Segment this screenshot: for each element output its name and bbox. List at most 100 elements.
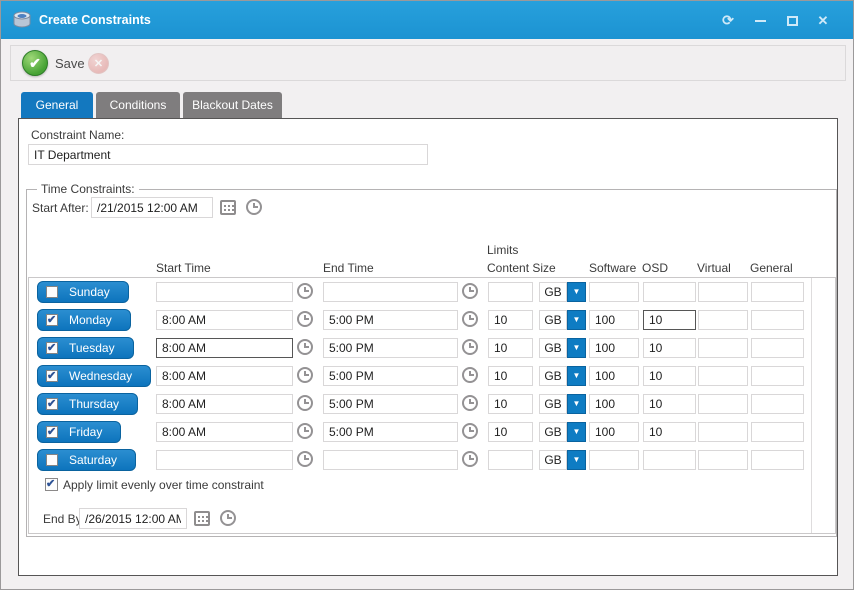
calendar-icon[interactable] [220,200,236,215]
day-checkbox[interactable] [46,425,58,438]
content-size-input[interactable] [488,394,533,414]
clock-icon[interactable] [220,510,236,526]
software-input[interactable] [589,450,639,470]
clock-icon[interactable] [462,283,478,299]
save-button[interactable]: ✔ Save [22,50,85,76]
osd-input[interactable] [643,450,696,470]
virtual-input[interactable] [698,450,748,470]
software-input[interactable] [589,366,639,386]
constraint-name-input[interactable] [28,144,428,165]
start-time-input[interactable] [156,366,293,386]
general-input[interactable] [751,450,804,470]
software-input[interactable] [589,338,639,358]
software-input[interactable] [589,394,639,414]
end-by-input[interactable] [79,508,187,529]
clock-icon[interactable] [297,367,313,383]
osd-input[interactable] [643,366,696,386]
general-input[interactable] [751,366,804,386]
start-time-input[interactable] [156,282,293,302]
end-time-input[interactable] [323,450,458,470]
end-time-input[interactable] [323,394,458,414]
osd-input[interactable] [643,310,696,330]
minimize-icon[interactable] [749,12,771,29]
clock-icon[interactable] [462,423,478,439]
clock-icon[interactable] [246,199,262,215]
start-time-input[interactable] [156,338,293,358]
unit-value[interactable]: GB [539,394,567,414]
clock-icon[interactable] [462,311,478,327]
clock-icon[interactable] [297,283,313,299]
content-size-input[interactable] [488,282,533,302]
unit-value[interactable]: GB [539,338,567,358]
day-toggle-button[interactable]: Saturday [37,449,137,471]
unit-dropdown-button[interactable]: ▼ [567,422,586,442]
content-size-input[interactable] [488,366,533,386]
apply-limit-checkbox[interactable] [45,477,58,491]
unit-value[interactable]: GB [539,310,567,330]
start-time-input[interactable] [156,394,293,414]
day-toggle-button[interactable]: Monday [37,309,131,331]
clock-icon[interactable] [462,451,478,467]
virtual-input[interactable] [698,394,748,414]
start-time-input[interactable] [156,422,293,442]
calendar-icon[interactable] [194,511,210,526]
day-checkbox[interactable] [46,341,58,354]
unit-dropdown-button[interactable]: ▼ [567,338,586,358]
content-size-input[interactable] [488,422,533,442]
tab-general[interactable]: General [21,92,93,118]
virtual-input[interactable] [698,366,748,386]
unit-value[interactable]: GB [539,450,567,470]
virtual-input[interactable] [698,338,748,358]
start-after-input[interactable] [91,197,213,218]
software-input[interactable] [589,282,639,302]
osd-input[interactable] [643,282,696,302]
unit-value[interactable]: GB [539,422,567,442]
clock-icon[interactable] [462,395,478,411]
virtual-input[interactable] [698,282,748,302]
unit-dropdown-button[interactable]: ▼ [567,310,586,330]
general-input[interactable] [751,394,804,414]
day-checkbox[interactable] [46,369,58,382]
clock-icon[interactable] [297,339,313,355]
day-checkbox[interactable] [46,313,58,326]
general-input[interactable] [751,310,804,330]
close-icon[interactable]: ✕ [817,12,829,28]
general-input[interactable] [751,282,804,302]
virtual-input[interactable] [698,310,748,330]
day-toggle-button[interactable]: Tuesday [37,337,134,359]
osd-input[interactable] [643,338,696,358]
unit-dropdown-button[interactable]: ▼ [567,366,586,386]
start-time-input[interactable] [156,310,293,330]
clock-icon[interactable] [297,311,313,327]
tab-blackout-dates[interactable]: Blackout Dates [183,92,282,118]
general-input[interactable] [751,422,804,442]
software-input[interactable] [589,310,639,330]
day-toggle-button[interactable]: Wednesday [37,365,152,387]
clock-icon[interactable] [297,423,313,439]
osd-input[interactable] [643,394,696,414]
unit-dropdown-button[interactable]: ▼ [567,282,586,302]
content-size-input[interactable] [488,338,533,358]
virtual-input[interactable] [698,422,748,442]
general-input[interactable] [751,338,804,358]
end-time-input[interactable] [323,282,458,302]
day-toggle-button[interactable]: Friday [37,421,122,443]
clock-icon[interactable] [462,367,478,383]
end-time-input[interactable] [323,422,458,442]
unit-value[interactable]: GB [539,366,567,386]
unit-value[interactable]: GB [539,282,567,302]
osd-input[interactable] [643,422,696,442]
day-toggle-button[interactable]: Thursday [37,393,139,415]
unit-dropdown-button[interactable]: ▼ [567,394,586,414]
content-size-input[interactable] [488,450,533,470]
clock-icon[interactable] [462,339,478,355]
unit-dropdown-button[interactable]: ▼ [567,450,586,470]
day-toggle-button[interactable]: Sunday [37,281,129,303]
clock-icon[interactable] [297,451,313,467]
refresh-icon[interactable]: ⟳ [722,12,734,28]
software-input[interactable] [589,422,639,442]
day-checkbox[interactable] [46,397,58,410]
day-checkbox[interactable] [46,454,58,466]
maximize-icon[interactable] [781,12,803,29]
tab-conditions[interactable]: Conditions [96,92,180,118]
